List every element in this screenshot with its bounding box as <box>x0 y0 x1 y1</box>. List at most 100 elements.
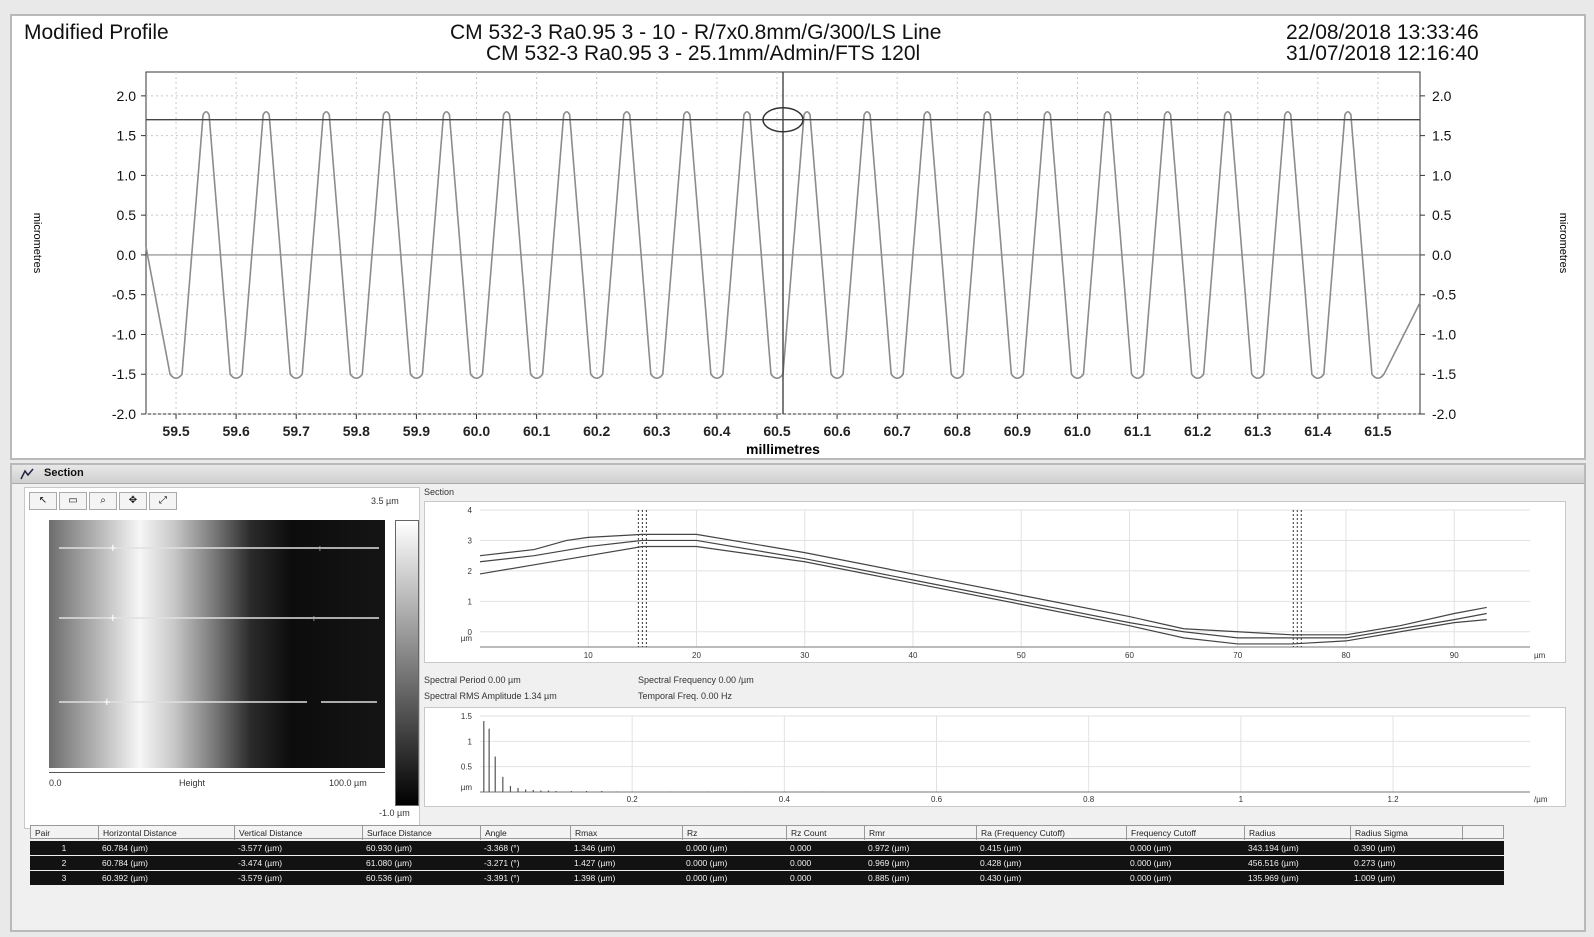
table-cell: 2 <box>61 858 67 868</box>
profile-header-line2: CM 532-3 Ra0.95 3 - 25.1mm/Admin/FTS 120… <box>486 42 921 65</box>
spectrum-chart[interactable]: 0.2 0.4 0.6 0.8 1 1.2 1.5 1 0.5 µm/µm <box>425 708 1565 806</box>
table-cell: 0.000 <box>790 873 812 883</box>
table-cell: 60.784 (µm) <box>102 843 148 853</box>
y-tick-label: 1 <box>468 737 473 746</box>
pointer-icon[interactable]: ↖ <box>29 492 57 510</box>
x-axis-label: millimetres <box>746 441 820 457</box>
table-cell: 60.930 (µm) <box>366 843 412 853</box>
section-plot-title: Section <box>424 487 455 497</box>
table-cell: 1.427 (µm) <box>574 858 616 868</box>
y-unit-label: µm <box>461 634 473 643</box>
y-tick-label: 2 <box>468 567 473 576</box>
cursor-marker <box>762 106 804 133</box>
table-cell: 456.516 (µm) <box>1248 858 1299 868</box>
column-header[interactable]: Rz Count <box>787 826 865 840</box>
profile-panel: Modified Profile CM 532-3 Ra0.95 3 - 10 … <box>10 14 1586 460</box>
table-cell: 61.080 (µm) <box>366 858 412 868</box>
zoom-icon[interactable]: ⌕ <box>89 492 117 510</box>
x-tick-label: 59.7 <box>283 423 310 439</box>
section-trace-2 <box>479 539 1487 639</box>
y-tick-label-right: 2.0 <box>1432 88 1452 104</box>
profile-line-1[interactable]: + + <box>59 540 379 555</box>
temporal-freq: Temporal Freq. 0.00 Hz <box>638 691 733 701</box>
column-header[interactable]: Radius <box>1245 826 1351 840</box>
y-tick-label: 1.0 <box>117 167 137 183</box>
x-tick-label: 60.6 <box>823 423 850 439</box>
svg-text:+: + <box>103 694 111 709</box>
y-tick-label: 2.0 <box>117 88 137 104</box>
y-tick-label: 0.5 <box>461 763 473 772</box>
table-cell: 60.536 (µm) <box>366 873 412 883</box>
x-tick-label: 61.1 <box>1124 423 1151 439</box>
table-cell: 1.009 (µm) <box>1354 873 1396 883</box>
section-trace-3 <box>479 545 1487 645</box>
table-cell: 0.000 (µm) <box>686 873 728 883</box>
height-map-panel: ↖ ▭ ⌕ ✥ ⤢ 3.5 µm + + + + + <box>24 487 420 829</box>
x-tick-label: 59.9 <box>403 423 430 439</box>
table-row[interactable]: 1 60.784 (µm) -3.577 (µm) 60.930 (µm) -3.368… <box>30 841 1504 855</box>
table-cell: 0.000 <box>790 858 812 868</box>
column-header[interactable]: Frequency Cutoff <box>1127 826 1245 840</box>
x-axis-label: Height <box>179 778 206 788</box>
table-cell: 343.194 (µm) <box>1248 843 1299 853</box>
section-titlebar: Section <box>12 465 1584 484</box>
y-tick-label-right: -1.0 <box>1432 326 1456 342</box>
table-row[interactable]: 3 60.392 (µm) -3.579 (µm) 60.536 (µm) -3.391… <box>30 871 1504 885</box>
x-start-label: 0.0 <box>49 778 62 788</box>
profile-line-2[interactable]: + + <box>59 610 379 625</box>
y-tick-label-right: -1.5 <box>1432 366 1456 382</box>
column-header[interactable]: Rz <box>683 826 787 840</box>
column-header[interactable]: Rmr <box>865 826 977 840</box>
column-header[interactable]: Pair <box>31 826 99 840</box>
x-tick-label: 30 <box>800 651 809 660</box>
x-tick-label: 0.2 <box>627 795 639 804</box>
svg-text:+: + <box>109 610 117 625</box>
table-cell: 0.972 (µm) <box>868 843 910 853</box>
table-cell: 60.392 (µm) <box>102 873 148 883</box>
pan-icon[interactable]: ✥ <box>119 492 147 510</box>
table-row[interactable]: 2 60.784 (µm) -3.474 (µm) 61.080 (µm) -3.271… <box>30 856 1504 870</box>
table-cell: 3 <box>61 873 67 883</box>
measure-icon[interactable]: ⤢ <box>149 492 177 510</box>
y-tick-label: 0.0 <box>117 247 137 263</box>
y-tick-label: -0.5 <box>112 287 136 303</box>
y-tick-label: 1.5 <box>461 712 473 721</box>
section-icon <box>20 468 34 480</box>
profile-date1: 22/08/2018 13:33:46 <box>1286 21 1479 44</box>
spectral-frequency: Spectral Frequency 0.00 /µm <box>638 675 754 685</box>
table-cell: 0.273 (µm) <box>1354 858 1396 868</box>
table-cell: -3.391 (°) <box>484 873 520 883</box>
table-cell: 0.885 (µm) <box>868 873 910 883</box>
spectral-rms: Spectral RMS Amplitude 1.34 µm <box>424 691 557 701</box>
column-header[interactable]: Angle <box>481 826 571 840</box>
x-tick-label: 0.6 <box>931 795 943 804</box>
x-tick-label: 0.4 <box>779 795 791 804</box>
profile-title: Modified Profile <box>24 21 169 44</box>
x-tick-label: 1 <box>1239 795 1244 804</box>
profile-header-line1: CM 532-3 Ra0.95 3 - 10 - R/7x0.8mm/G/300… <box>450 21 942 44</box>
table-cell: -3.271 (°) <box>484 858 520 868</box>
x-tick-label: 70 <box>1233 651 1242 660</box>
section-trace-1 <box>479 533 1487 636</box>
x-tick-label: 59.5 <box>162 423 189 439</box>
x-tick-label: 60.2 <box>583 423 610 439</box>
y-tick-label-right: -0.5 <box>1432 287 1456 303</box>
column-header[interactable]: Surface Distance <box>363 826 481 840</box>
selection-icon[interactable]: ▭ <box>59 492 87 510</box>
profile-chart[interactable]: 2.0 2.0 1.5 1.5 1.0 1.0 0.5 0.5 0.0 0.0 -0.5 -0.5 -1… <box>12 16 1584 458</box>
spectrum-plot-panel: 0.2 0.4 0.6 0.8 1 1.2 1.5 1 0.5 µm/µm <box>424 707 1566 807</box>
column-header[interactable]: Horizontal Distance <box>99 826 235 840</box>
table-cell: 0.969 (µm) <box>868 858 910 868</box>
column-header[interactable]: Radius Sigma <box>1351 826 1463 840</box>
section-window: Section ↖ ▭ ⌕ ✥ ⤢ 3.5 µm + + + + <box>10 463 1586 932</box>
height-map[interactable]: + + + + + <box>49 520 385 768</box>
profile-line-3[interactable]: + <box>59 694 377 709</box>
profile-trace <box>145 110 1421 379</box>
x-tick-label: 60.3 <box>643 423 670 439</box>
y-tick-label: 0 <box>468 628 473 637</box>
column-header[interactable]: Rmax <box>571 826 683 840</box>
column-header[interactable]: Ra (Frequency Cutoff) <box>977 826 1127 840</box>
x-tick-label: 60.9 <box>1004 423 1031 439</box>
column-header[interactable]: Vertical Distance <box>235 826 363 840</box>
